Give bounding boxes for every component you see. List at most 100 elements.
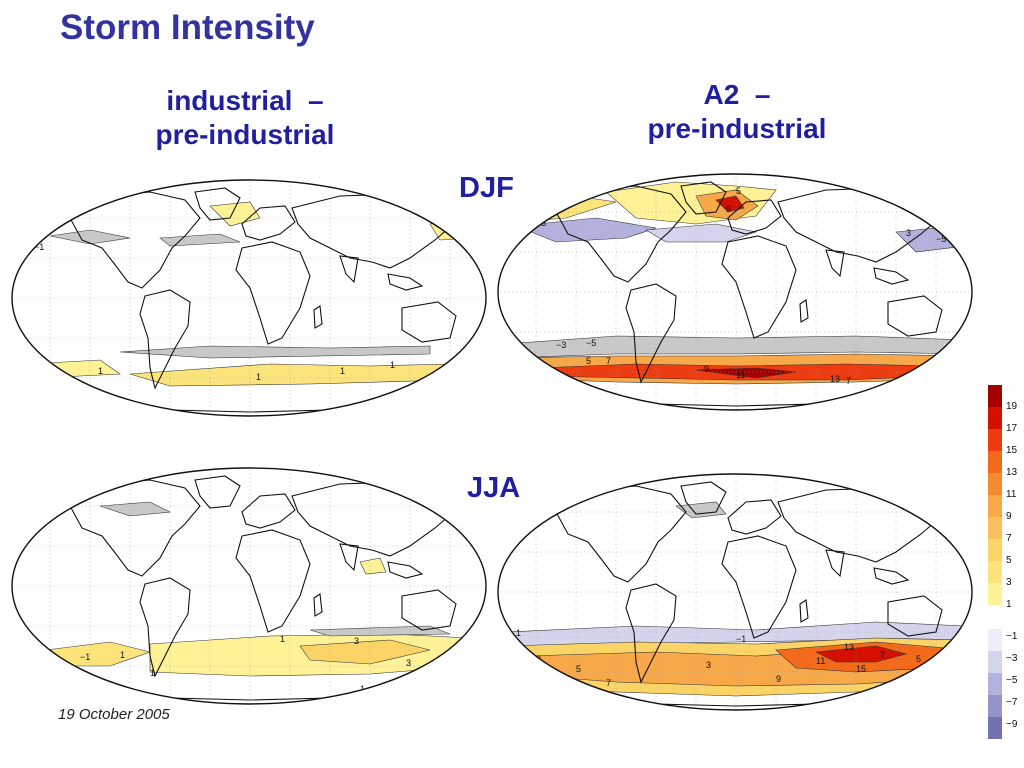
coastline	[69, 191, 201, 289]
contour-band	[515, 217, 657, 243]
colorbar-label: −9	[1006, 719, 1018, 730]
coastline	[873, 267, 910, 285]
coastline	[721, 235, 797, 339]
coastline	[555, 485, 687, 583]
left-heading-line1: industrial –	[166, 85, 324, 116]
coastline	[625, 283, 677, 384]
coastline	[887, 295, 943, 337]
left-heading-line2: pre-industrial	[155, 119, 335, 150]
coastline	[721, 535, 797, 639]
contour-label: 3	[906, 228, 911, 238]
coastline	[387, 561, 424, 579]
contour-label: 1	[606, 182, 611, 192]
contour-band	[645, 223, 758, 243]
contour-label: 7	[606, 678, 611, 688]
contour-band	[359, 557, 387, 575]
contour-label: 5	[736, 186, 741, 196]
contour-band	[715, 195, 745, 213]
coastline	[799, 299, 809, 323]
right-heading-line2: pre-industrial	[647, 113, 827, 144]
coastline	[241, 493, 296, 529]
colorbar-label: 9	[1006, 511, 1012, 522]
colorbar-swatch	[988, 539, 1002, 561]
contour-label: 9	[726, 204, 731, 214]
contour-label: 9	[776, 674, 781, 684]
colorbar-swatch	[988, 473, 1002, 495]
contour-label: 5	[586, 356, 591, 366]
coastline	[194, 475, 241, 509]
colorbar-label: 11	[1006, 489, 1017, 500]
coastline	[825, 249, 845, 278]
colorbar-swatch	[988, 429, 1002, 451]
contour-label: 1	[516, 628, 521, 638]
colorbar-label: −5	[1006, 675, 1018, 686]
contour-band	[209, 201, 261, 227]
contour-band	[299, 639, 431, 665]
colorbar-label: −1	[1006, 631, 1018, 642]
coastline	[401, 301, 457, 343]
contour-band	[159, 233, 241, 247]
contour-label: 3	[406, 658, 411, 668]
coastline	[680, 181, 727, 215]
contour-label: 3	[354, 636, 359, 646]
colorbar-legend: 19 17 15 13 11 9 7 5 3 1 −1 −3 −5 −7 −9	[984, 383, 1024, 768]
contour-label: 13	[830, 374, 840, 384]
coastline	[727, 499, 782, 535]
right-column-heading: A2 – pre-industrial	[612, 78, 862, 146]
coastline	[139, 577, 191, 678]
coastline	[235, 529, 311, 633]
contour-label: 7	[846, 376, 851, 386]
contour-band	[814, 645, 908, 663]
contour-label: −5	[586, 338, 596, 348]
contour-label: −5	[936, 234, 946, 244]
contour-label: 1	[390, 360, 395, 370]
colorbar-swatch	[988, 695, 1002, 717]
colorbar-swatch	[988, 717, 1002, 739]
coastline	[387, 273, 424, 291]
slide-title: Storm Intensity	[60, 8, 315, 47]
coastline	[139, 289, 191, 390]
coastline	[727, 199, 782, 235]
contour-label: 9	[704, 364, 709, 374]
contour-label: 1	[98, 366, 103, 376]
contour-label: 1	[340, 366, 345, 376]
coastline	[194, 187, 241, 221]
coastline	[887, 595, 943, 637]
contour-label: 5	[916, 654, 921, 664]
colorbar-label: 5	[1006, 555, 1012, 566]
contour-label: 15	[856, 664, 866, 674]
contour-label: 1	[150, 668, 155, 678]
colorbar-label: 7	[1006, 533, 1012, 544]
coastline	[235, 241, 311, 345]
contour-label: 1	[120, 650, 125, 660]
coastline	[241, 205, 296, 241]
contour-label: 1	[256, 372, 261, 382]
contour-label: −1	[34, 242, 44, 252]
colorbar-swatch	[988, 583, 1002, 605]
contour-label: 11	[736, 370, 745, 380]
coastline	[625, 583, 677, 684]
row-label-jja: JJA	[467, 472, 521, 504]
coastline	[339, 543, 359, 572]
colorbar-label: 1	[1006, 599, 1012, 610]
coastline	[339, 255, 359, 284]
contour-label: 11	[816, 656, 825, 666]
colorbar-swatch	[988, 629, 1002, 651]
row-label-djf: DJF	[459, 172, 514, 204]
colorbar-label: −7	[1006, 697, 1018, 708]
contour-band	[675, 501, 727, 519]
footer-date: 19 October 2005	[58, 706, 170, 723]
coastline	[555, 185, 687, 283]
colorbar-swatch	[988, 517, 1002, 539]
contour-label: 7	[880, 650, 885, 660]
contour-label: 13	[844, 642, 854, 652]
colorbar-label: 17	[1006, 423, 1018, 434]
colorbar-label: 19	[1006, 401, 1018, 412]
colorbar-swatch	[988, 561, 1002, 583]
map-djf-industrial: −1 1 1 1 1 −1	[11, 179, 487, 417]
contour-label: 7	[606, 356, 611, 366]
contour-label: −1	[736, 634, 746, 644]
